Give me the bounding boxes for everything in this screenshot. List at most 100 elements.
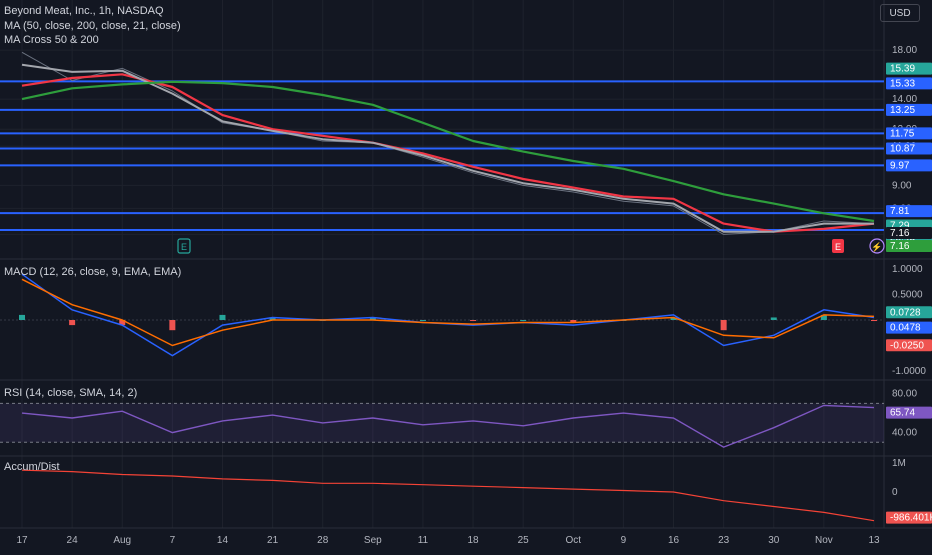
chart-title: Beyond Meat, Inc., 1h, NASDAQ: [4, 5, 164, 17]
price-tag-bg: [886, 240, 932, 253]
macd-histogram-bar: [119, 320, 126, 326]
price-tag-label: 7.29: [890, 221, 910, 232]
macd-histogram-bar: [419, 320, 426, 321]
price-tag-bg: [886, 406, 932, 419]
price-tag: 0.0478: [886, 321, 932, 334]
price-tag-label: 7.81: [890, 206, 910, 217]
horizontal-levels[interactable]: [0, 80, 884, 232]
price-tag: 7.81: [886, 205, 932, 218]
time-tick-label: 28: [317, 535, 329, 546]
price-tag: -986.401K: [886, 511, 932, 524]
macd-histogram-bar: [470, 320, 477, 322]
svg-text:E: E: [181, 242, 187, 252]
macd-series: [0, 273, 884, 357]
price-tag-label: 65.74: [890, 408, 915, 419]
time-tick-label: 16: [668, 535, 680, 546]
series-line-ma-200: [21, 80, 875, 223]
price-tag-label: 0.0478: [890, 323, 921, 334]
macd-histogram-bar: [169, 320, 176, 331]
rsi-label[interactable]: RSI (14, close, SMA, 14, 2): [4, 387, 137, 399]
price-tag-label: 7.16: [890, 228, 910, 239]
series-line-accum-dist: [21, 469, 875, 522]
time-tick-label: 24: [67, 535, 79, 546]
time-tick-label: 9: [621, 535, 627, 546]
series-line-signal: [21, 278, 875, 347]
grid: [0, 0, 884, 528]
series-line-price: [21, 51, 875, 235]
time-tick-label: 30: [768, 535, 780, 546]
time-tick-label: 13: [868, 535, 880, 546]
price-tag-label: -986.401K: [890, 513, 932, 524]
time-tick-label: Oct: [566, 535, 582, 546]
macd-tick-label: 1.0000: [892, 264, 923, 275]
macd-histogram-bar: [69, 320, 76, 326]
price-tag-label: -0.0250: [890, 340, 924, 351]
svg-text:⚡: ⚡: [871, 241, 882, 253]
flash-icon[interactable]: ⚡: [869, 238, 885, 254]
price-tag-label: 11.75: [890, 128, 915, 139]
macd-histogram-bar: [520, 320, 527, 321]
macd-histogram-bar: [670, 317, 677, 320]
macd-histogram-bar: [269, 317, 276, 320]
time-tick-label: 23: [718, 535, 730, 546]
rsi-series: [0, 402, 884, 448]
indicator-label-ma[interactable]: MA (50, close, 200, close, 21, close): [4, 20, 181, 32]
ad-tick-label: 0: [892, 487, 898, 498]
macd-histogram-bar: [369, 317, 376, 320]
earnings-marker-left[interactable]: E: [177, 238, 191, 254]
price-tick-label: 9.00: [892, 180, 912, 191]
time-tick-label: 25: [518, 535, 530, 546]
earnings-marker-right[interactable]: E: [832, 239, 844, 253]
price-tag: 15.33: [886, 77, 932, 90]
macd-tick-label: 0.5000: [892, 290, 923, 301]
panel-dividers: [0, 0, 932, 528]
price-tag-bg: [886, 339, 932, 352]
price-tag-bg: [886, 103, 932, 116]
time-tick-label: Nov: [815, 535, 833, 546]
price-tag: -0.0250: [886, 339, 932, 352]
time-tick-label: 14: [217, 535, 229, 546]
price-tag-bg: [886, 511, 932, 524]
time-tick-label: 11: [418, 535, 429, 546]
price-tag-label: 0.0728: [890, 307, 921, 318]
price-tag-label: 10.87: [890, 144, 915, 155]
macd-label[interactable]: MACD (12, 26, close, 9, EMA, EMA): [4, 266, 181, 278]
price-tag-bg: [886, 142, 932, 155]
price-tag: 15.39: [886, 62, 932, 75]
price-tag: 7.16: [886, 240, 932, 253]
indicator-label-ma-cross[interactable]: MA Cross 50 & 200: [4, 34, 99, 46]
ad-series: [21, 469, 875, 522]
price-tag-bg: [886, 159, 932, 172]
price-tag-label: 9.97: [890, 160, 910, 171]
ad-label[interactable]: Accum/Dist: [4, 461, 60, 473]
price-tag-label: 15.39: [890, 64, 915, 75]
rsi-tick-label: 40.00: [892, 428, 917, 439]
series-line-rsi: [21, 404, 875, 448]
price-tag-label: 13.25: [890, 105, 915, 116]
price-tag: 9.97: [886, 159, 932, 172]
time-tick-label: 7: [170, 535, 176, 546]
price-tick-label: 14.00: [892, 94, 917, 105]
price-tag-bg: [886, 127, 932, 140]
macd-histogram-bar: [770, 317, 777, 320]
time-axis[interactable]: 17 24 Aug 7 14 21 28 Sep 11 18 25 Oct 9 16 23 30 Nov 13: [0, 527, 932, 546]
macd-histogram-bar: [570, 320, 577, 323]
price-tag: 65.74: [886, 406, 932, 419]
price-tag: 13.25: [886, 103, 932, 116]
price-series: [21, 51, 875, 235]
currency-button[interactable]: USD: [880, 4, 920, 22]
price-tags: 15.3915.3313.2511.7510.879.977.817.2928:…: [886, 62, 932, 524]
price-tag-label: 7.16: [890, 241, 910, 252]
price-tag: 7.16: [886, 227, 932, 240]
time-tick-label: Sep: [364, 535, 382, 546]
price-tick-label: 18.00: [892, 45, 917, 56]
macd-tick-label: -1.0000: [892, 366, 926, 377]
price-tag-label: 15.33: [890, 78, 915, 89]
price-tag-bg: [886, 227, 932, 240]
price-tag-bg: [886, 77, 932, 90]
time-tick-label: 17: [16, 535, 28, 546]
series-line-ma-50: [21, 73, 875, 233]
time-tick-label: 18: [467, 535, 479, 546]
